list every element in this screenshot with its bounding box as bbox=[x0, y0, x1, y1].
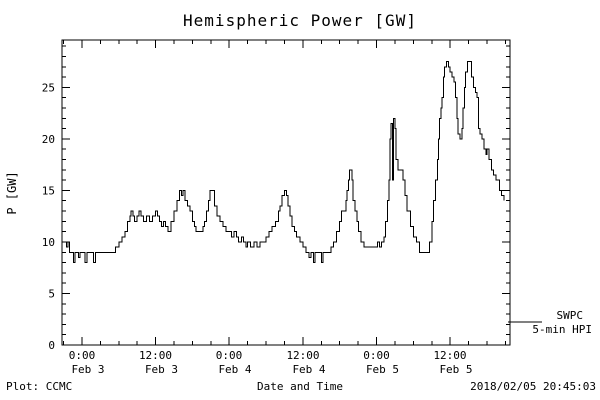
y-axis-label: P [GW] bbox=[5, 171, 19, 214]
y-tick-label: 10 bbox=[42, 236, 55, 249]
y-tick-label: 5 bbox=[48, 288, 55, 301]
x-tick-time-label: 12:00 bbox=[286, 349, 319, 362]
data-series bbox=[62, 61, 505, 263]
x-tick-date-label: Feb 3 bbox=[145, 363, 178, 376]
x-tick-time-label: 0:00 bbox=[363, 349, 390, 362]
x-tick-time-label: 0:00 bbox=[69, 349, 96, 362]
legend-label-swpc: SWPC bbox=[557, 309, 584, 322]
y-tick-label: 0 bbox=[48, 339, 55, 352]
x-tick-date-label: Feb 5 bbox=[366, 363, 399, 376]
timestamp: 2018/02/05 20:45:03 bbox=[470, 380, 596, 393]
axes bbox=[61, 39, 511, 346]
x-axis-label: Date and Time bbox=[257, 380, 343, 393]
hpi-line bbox=[62, 61, 505, 263]
x-tick-date-label: Feb 5 bbox=[439, 363, 472, 376]
x-tick-date-label: Feb 3 bbox=[71, 363, 104, 376]
x-tick-time-label: 12:00 bbox=[139, 349, 172, 362]
y-tick-label: 15 bbox=[42, 185, 55, 198]
y-tick-label: 20 bbox=[42, 133, 55, 146]
legend-label-5min-hpi: 5-min HPI bbox=[532, 323, 592, 336]
x-tick-time-label: 12:00 bbox=[433, 349, 466, 362]
plot-credit: Plot: CCMC bbox=[6, 380, 72, 393]
x-tick-date-label: Feb 4 bbox=[292, 363, 325, 376]
chart-title: Hemispheric Power [GW] bbox=[183, 11, 417, 30]
x-tick-time-label: 0:00 bbox=[216, 349, 243, 362]
x-tick-date-label: Feb 4 bbox=[218, 363, 251, 376]
y-tick-label: 25 bbox=[42, 82, 55, 95]
